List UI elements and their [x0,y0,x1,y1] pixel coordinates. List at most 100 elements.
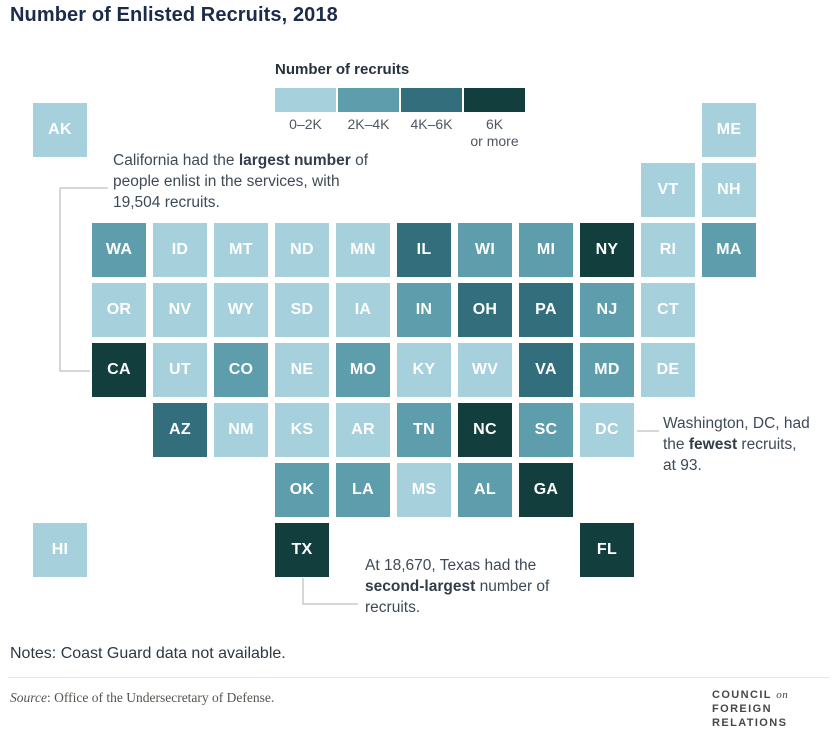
state-tile-AR: AR [336,403,390,457]
state-label-ID: ID [171,241,189,258]
state-label-GA: GA [533,481,559,498]
state-tile-LA: LA [336,463,390,517]
state-label-MN: MN [350,241,376,258]
state-tile-WY: WY [214,283,268,337]
state-tile-NV: NV [153,283,207,337]
state-tile-IN: IN [397,283,451,337]
state-tile-MN: MN [336,223,390,277]
state-tile-FL: FL [580,523,634,577]
state-label-OK: OK [289,481,315,498]
state-label-MO: MO [349,361,377,378]
state-tile-MI: MI [519,223,573,277]
state-tile-SD: SD [275,283,329,337]
annotation-california-text: California had the [113,152,239,169]
state-tile-RI: RI [641,223,695,277]
state-label-AZ: AZ [169,421,191,438]
state-tile-DC: DC [580,403,634,457]
state-label-CO: CO [228,361,254,378]
legend-title: Number of recruits [275,61,410,78]
state-tile-CO: CO [214,343,268,397]
state-tile-WA: WA [92,223,146,277]
state-tile-MD: MD [580,343,634,397]
state-label-NE: NE [290,361,314,378]
state-tile-ND: ND [275,223,329,277]
cfr-logo-on: on [776,689,789,701]
state-label-PA: PA [535,301,557,318]
notes-text: Notes: Coast Guard data not available. [10,645,286,662]
legend-swatch-2K–4K [338,88,399,112]
state-tile-TN: TN [397,403,451,457]
footer-divider [8,677,829,678]
state-label-MD: MD [594,361,620,378]
state-tile-AK: AK [33,103,87,157]
state-label-RI: RI [659,241,677,258]
legend-label-0–2K: 0–2K [289,116,322,132]
state-label-AK: AK [48,121,72,138]
state-label-AL: AL [474,481,496,498]
cfr-logo-line3: RELATIONS [712,717,788,729]
state-tile-SC: SC [519,403,573,457]
annotation-texas-bold: second-largest [365,578,476,595]
annotation-california-bold: largest number [238,152,351,169]
state-tile-IA: IA [336,283,390,337]
annotation-texas: At 18,670, Texas had the second-largest … [365,555,565,618]
state-tile-GA: GA [519,463,573,517]
state-label-ND: ND [290,241,314,258]
state-tile-KS: KS [275,403,329,457]
state-tile-KY: KY [397,343,451,397]
state-label-SD: SD [290,301,314,318]
state-tile-NE: NE [275,343,329,397]
legend-swatch-0–2K [275,88,336,112]
state-label-WA: WA [105,241,133,258]
state-tile-NH: NH [702,163,756,217]
annotation-texas-text-end: number of recruits. [365,578,550,616]
annotation-texas-text: At 18,670, Texas had the [365,557,537,574]
state-tile-WV: WV [458,343,512,397]
connector-texas [302,578,358,605]
state-label-KS: KS [290,421,314,438]
state-label-NC: NC [473,421,497,438]
source-label: Source [10,690,47,705]
source-text: Source: Office of the Undersecretary of … [10,690,274,706]
state-label-CT: CT [657,301,679,318]
state-tile-HI: HI [33,523,87,577]
state-label-VT: VT [657,181,679,198]
state-tile-CA: CA [92,343,146,397]
state-label-SC: SC [534,421,558,438]
annotation-california-text-end: of people enlist in the services, with 1… [113,152,369,211]
state-tile-UT: UT [153,343,207,397]
state-tile-VA: VA [519,343,573,397]
state-label-WV: WV [471,361,499,378]
state-tile-PA: PA [519,283,573,337]
state-label-NY: NY [595,241,619,258]
state-tile-OH: OH [458,283,512,337]
state-label-UT: UT [169,361,191,378]
state-label-DC: DC [595,421,619,438]
state-tile-ID: ID [153,223,207,277]
source-detail: : Office of the Undersecretary of Defens… [47,690,275,705]
annotation-dc-bold: fewest [688,436,738,453]
state-tile-OK: OK [275,463,329,517]
state-label-NM: NM [228,421,254,438]
state-label-AR: AR [351,421,375,438]
state-label-CA: CA [107,361,131,378]
annotation-california: California had the largest number of peo… [113,150,375,213]
state-label-LA: LA [352,481,374,498]
state-tile-DE: DE [641,343,695,397]
state-tile-TX: TX [275,523,329,577]
state-label-MI: MI [536,241,556,258]
state-label-NH: NH [717,181,741,198]
annotation-dc-text: Washington, DC, had the [663,415,810,453]
state-tile-ME: ME [702,103,756,157]
state-label-ME: ME [716,121,742,138]
annotation-dc-text-end: recruits, at 93. [663,436,797,474]
state-label-TX: TX [291,541,313,558]
state-tile-CT: CT [641,283,695,337]
state-label-IA: IA [354,301,372,318]
state-label-MA: MA [716,241,742,258]
state-tile-NJ: NJ [580,283,634,337]
state-tile-OR: OR [92,283,146,337]
legend-swatch-4K–6K [401,88,462,112]
state-label-FL: FL [596,541,618,558]
